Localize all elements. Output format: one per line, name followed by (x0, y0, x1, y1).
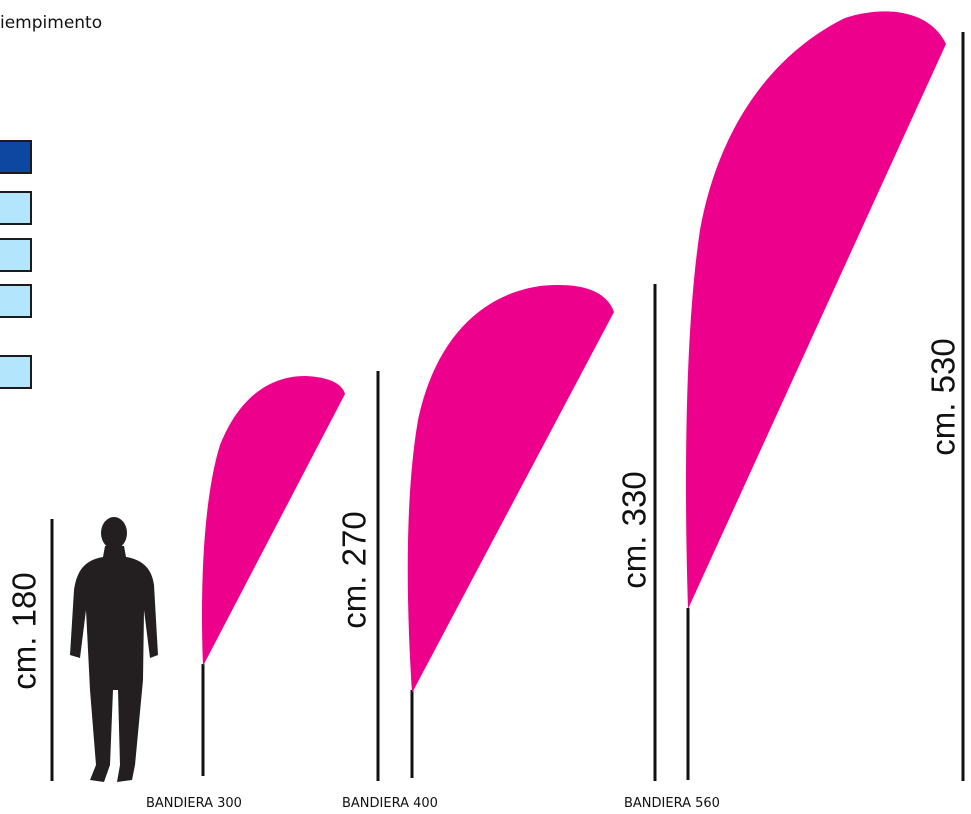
flag-400-shape (407, 285, 614, 693)
height-label-300: cm. 270 (335, 511, 373, 629)
flag-300-shape (201, 376, 345, 666)
swatch-light-blue-1 (0, 191, 32, 225)
flag-name-300: BANDIERA 300 (146, 796, 242, 811)
flag-name-400: BANDIERA 400 (342, 796, 438, 811)
person-silhouette-icon (70, 517, 158, 782)
swatch-light-blue-3 (0, 284, 32, 318)
flag-name-560: BANDIERA 560 (624, 796, 720, 811)
top-caption: iempimento (0, 13, 103, 33)
swatch-light-blue-4 (0, 355, 32, 389)
swatch-light-blue-2 (0, 238, 32, 272)
flag-560-shape (685, 11, 946, 609)
height-label-person: cm. 180 (5, 572, 43, 690)
height-label-400: cm. 330 (615, 471, 653, 589)
swatch-dark-blue (0, 140, 32, 174)
height-label-560: cm. 530 (924, 338, 962, 456)
